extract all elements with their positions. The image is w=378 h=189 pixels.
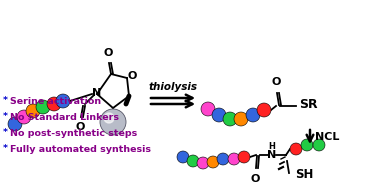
- Circle shape: [207, 156, 219, 168]
- Circle shape: [197, 157, 209, 169]
- Circle shape: [100, 109, 126, 135]
- Text: *: *: [3, 145, 8, 153]
- Circle shape: [8, 117, 22, 131]
- Circle shape: [228, 153, 240, 165]
- Circle shape: [26, 104, 40, 118]
- Circle shape: [238, 151, 250, 163]
- Circle shape: [187, 155, 199, 167]
- Text: SR: SR: [299, 98, 318, 112]
- Circle shape: [290, 143, 302, 155]
- Circle shape: [257, 103, 271, 117]
- Text: O: O: [75, 122, 85, 132]
- Circle shape: [201, 102, 215, 116]
- Text: Serine activation: Serine activation: [10, 97, 101, 105]
- Text: SH: SH: [295, 169, 313, 181]
- Text: Fully automated synthesis: Fully automated synthesis: [10, 145, 151, 153]
- Text: O: O: [271, 77, 281, 87]
- Text: *: *: [3, 112, 8, 122]
- Circle shape: [212, 108, 226, 122]
- Text: No Standard Linkers: No Standard Linkers: [10, 112, 119, 122]
- Text: No post-synthetic steps: No post-synthetic steps: [10, 129, 137, 138]
- Circle shape: [56, 94, 70, 108]
- Circle shape: [36, 100, 50, 114]
- Circle shape: [301, 139, 313, 151]
- Circle shape: [17, 110, 31, 124]
- Circle shape: [217, 153, 229, 165]
- Text: *: *: [3, 97, 8, 105]
- Text: N: N: [92, 88, 102, 98]
- Circle shape: [47, 97, 61, 111]
- Text: O: O: [127, 71, 137, 81]
- Text: O: O: [250, 174, 260, 184]
- Text: thiolysis: thiolysis: [149, 82, 197, 92]
- Text: H: H: [268, 142, 276, 151]
- Circle shape: [246, 108, 260, 122]
- Circle shape: [177, 151, 189, 163]
- Text: O: O: [103, 48, 113, 58]
- Text: *: *: [3, 129, 8, 138]
- Circle shape: [313, 139, 325, 151]
- Text: NCL: NCL: [315, 132, 339, 142]
- Text: N: N: [267, 150, 277, 160]
- Circle shape: [104, 113, 114, 123]
- Circle shape: [234, 112, 248, 126]
- Circle shape: [223, 112, 237, 126]
